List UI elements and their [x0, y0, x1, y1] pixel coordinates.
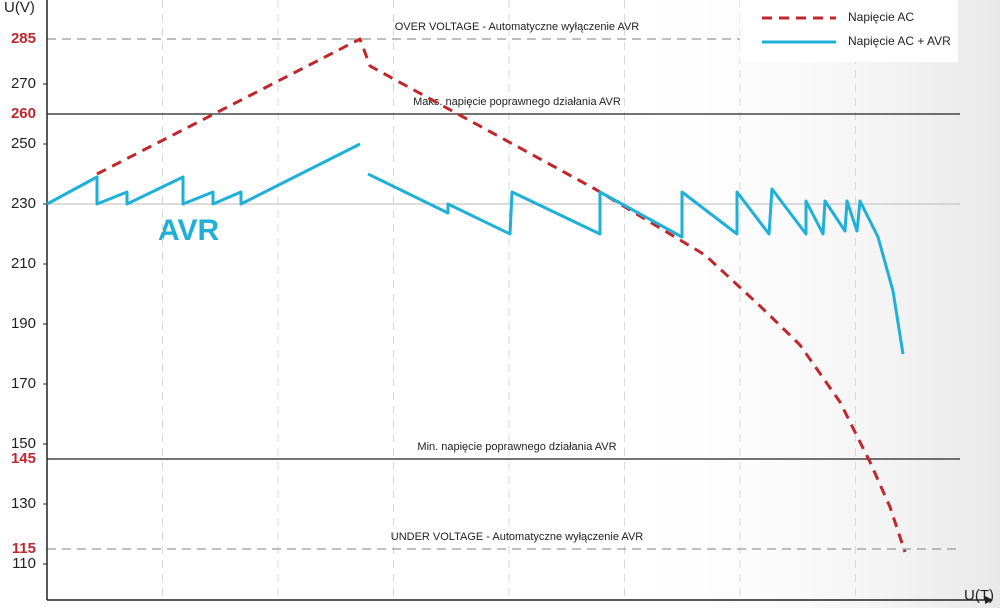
reference-label: Maks. napięcie poprawnego działania AVR — [413, 96, 621, 108]
reference-label: UNDER VOLTAGE - Automatyczne wyłączenie … — [391, 531, 644, 543]
reference-tick-label: 145 — [11, 450, 36, 467]
legend-label: Napięcie AC — [848, 10, 914, 24]
y-tick-label: 210 — [11, 255, 36, 272]
y-tick-label: 270 — [11, 75, 36, 92]
reference-tick-label: 115 — [12, 540, 36, 557]
reference-tick-label: 285 — [11, 30, 36, 47]
y-axis-label: U(V) — [4, 0, 35, 16]
reference-label: Min. napięcie poprawnego działania AVR — [417, 441, 616, 453]
legend-box — [740, 0, 958, 62]
legend-label: Napięcie AC + AVR — [848, 34, 951, 48]
reference-label: OVER VOLTAGE - Automatyczne wyłączenie A… — [395, 21, 640, 33]
y-tick-label: 150 — [11, 435, 36, 452]
y-tick-label: 230 — [11, 195, 36, 212]
y-tick-label: 170 — [11, 375, 36, 392]
background-fade — [600, 0, 1000, 608]
y-tick-label: 130 — [11, 495, 36, 512]
reference-tick-label: 260 — [11, 105, 36, 122]
y-tick-label: 250 — [11, 135, 36, 152]
y-tick-label: 110 — [12, 555, 36, 572]
annotation: AVR — [158, 214, 219, 247]
y-tick-label: 190 — [11, 315, 36, 332]
series-line — [46, 142, 905, 355]
x-arrow — [985, 596, 993, 604]
